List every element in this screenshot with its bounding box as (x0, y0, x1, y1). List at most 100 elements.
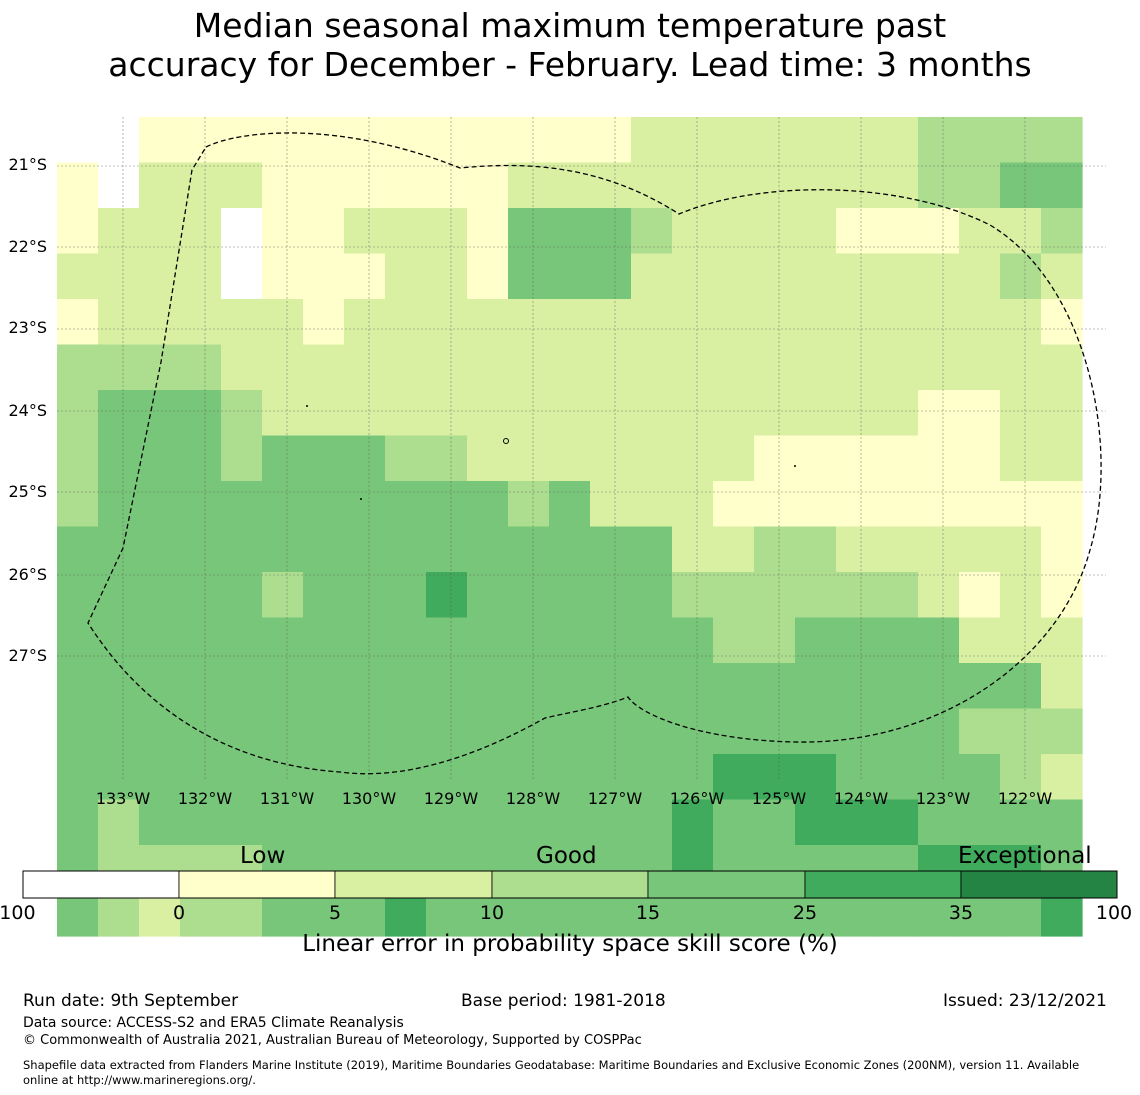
grid-cell (549, 162, 591, 209)
grid-cell (426, 117, 468, 164)
grid-cell (139, 162, 181, 209)
grid-cell (918, 162, 960, 209)
grid-cell (344, 253, 386, 300)
grid-cell (918, 481, 960, 528)
grid-cell (98, 890, 140, 937)
grid-cell (672, 845, 714, 892)
grid-cell (262, 526, 304, 573)
grid-cell (385, 253, 427, 300)
grid-cell (303, 663, 345, 710)
grid-cell (631, 481, 673, 528)
colorbar-category-low: Low (240, 843, 286, 869)
grid-cell (262, 481, 304, 528)
grid-cell (795, 754, 837, 801)
grid-cell (795, 663, 837, 710)
grid-cell (672, 526, 714, 573)
grid-cell (754, 572, 796, 619)
grid-cell (262, 890, 304, 937)
grid-cell (303, 299, 345, 346)
grid-cell (508, 390, 550, 437)
grid-cell (1000, 481, 1042, 528)
grid-cell (344, 481, 386, 528)
grid-cell (549, 708, 591, 755)
grid-cell (672, 481, 714, 528)
grid-cell (344, 708, 386, 755)
grid-cell (959, 754, 1001, 801)
grid-cell (754, 481, 796, 528)
grid-cell (180, 754, 222, 801)
grid-cell (385, 845, 427, 892)
lon-label-128w: 128°W (505, 789, 561, 808)
grid-cell (57, 435, 99, 482)
grid-cell (713, 526, 755, 573)
grid-cell (508, 253, 550, 300)
grid-cell (713, 845, 755, 892)
grid-cell (467, 299, 509, 346)
grid-cell (1000, 344, 1042, 391)
grid-cell (426, 162, 468, 209)
grid-cell (754, 253, 796, 300)
grid-cell (672, 572, 714, 619)
grid-cell (508, 299, 550, 346)
grid-cell (836, 845, 878, 892)
grid-cell (590, 344, 632, 391)
grid-cell (918, 344, 960, 391)
grid-cell (672, 754, 714, 801)
lon-label-125w: 125°W (751, 789, 807, 808)
island-marker (360, 498, 362, 500)
grid-cell (344, 845, 386, 892)
grid-cell (57, 663, 99, 710)
grid-cell (303, 845, 345, 892)
grid-cell (590, 390, 632, 437)
lon-label-127w: 127°W (587, 789, 643, 808)
grid-cell (754, 435, 796, 482)
grid-cell (221, 208, 263, 255)
grid-cell (57, 208, 99, 255)
grid-cell (221, 117, 263, 164)
grid-cell (180, 481, 222, 528)
grid-cell (918, 845, 960, 892)
grid-cell (98, 708, 140, 755)
lon-label-123w: 123°W (915, 789, 971, 808)
grid-cell (262, 572, 304, 619)
grid-cell (1000, 799, 1042, 846)
grid-cell (959, 208, 1001, 255)
grid-cell (262, 799, 304, 846)
grid-cell (754, 799, 796, 846)
grid-cell (836, 754, 878, 801)
grid-cell (98, 572, 140, 619)
grid-cell (57, 299, 99, 346)
grid-cell (877, 481, 919, 528)
grid-cell (836, 663, 878, 710)
grid-cell (713, 572, 755, 619)
grid-cell (262, 162, 304, 209)
grid-cell (426, 708, 468, 755)
grid-cell (139, 435, 181, 482)
grid-cell (180, 617, 222, 664)
lat-label-21s: 21°S (8, 155, 47, 174)
grid-cell (385, 754, 427, 801)
grid-cell (467, 117, 509, 164)
grid-cell (262, 344, 304, 391)
grid-cell (631, 663, 673, 710)
grid-cell (549, 435, 591, 482)
grid-cell (303, 253, 345, 300)
grid-cell (1000, 208, 1042, 255)
grid-cell (426, 845, 468, 892)
grid-cell (180, 845, 222, 892)
grid-cell (631, 435, 673, 482)
island-marker (503, 438, 509, 444)
grid-cell (836, 890, 878, 937)
grid-cell (344, 390, 386, 437)
grid-cell (877, 390, 919, 437)
grid-cell (959, 663, 1001, 710)
grid-cell (836, 708, 878, 755)
grid-cell (795, 572, 837, 619)
grid-cell (385, 117, 427, 164)
grid-cell (590, 253, 632, 300)
grid-cell (713, 435, 755, 482)
grid-cell (221, 617, 263, 664)
grid-cell (713, 390, 755, 437)
grid-cell (877, 344, 919, 391)
grid-cell (385, 617, 427, 664)
